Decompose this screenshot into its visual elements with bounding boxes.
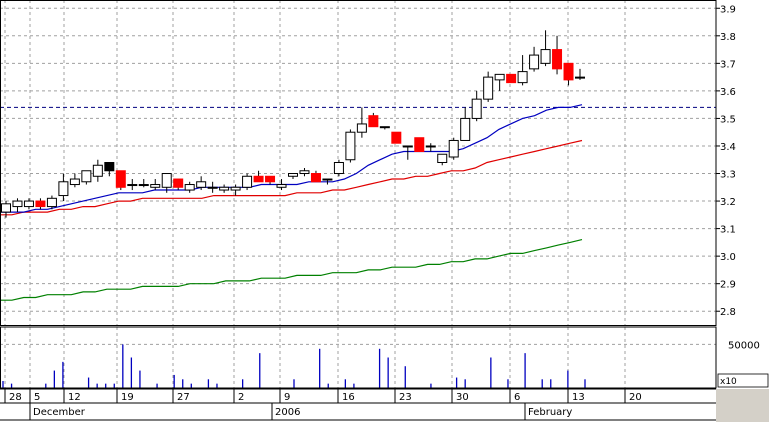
day-label: 23 <box>399 392 412 403</box>
candle-body <box>299 170 310 175</box>
time-axis: 28 5 12 19 27 2 9 16 23 30 6 13 20 December 2006 Februa… <box>4 389 642 420</box>
price-tick-label: 3.4 <box>720 142 736 153</box>
candle-body <box>322 178 333 181</box>
moving-averages <box>0 104 583 301</box>
day-label: 9 <box>284 392 290 403</box>
candle-body <box>402 145 413 148</box>
candle-body <box>150 184 161 188</box>
candle-body <box>230 186 241 191</box>
price-tick-label: 3.2 <box>720 197 736 208</box>
day-label: 28 <box>9 392 22 403</box>
candle-body <box>196 181 207 188</box>
ma-fast-line <box>0 104 583 213</box>
volume-multiplier-box <box>717 373 769 388</box>
candle-body <box>173 178 184 188</box>
candle-body <box>356 123 367 133</box>
corner-box <box>716 389 769 422</box>
day-label: 30 <box>456 392 469 403</box>
price-tick-label: 3.7 <box>720 59 736 70</box>
candle-body <box>138 184 149 187</box>
candle-body <box>276 184 287 188</box>
candle-body <box>379 126 390 129</box>
candle-body <box>448 139 459 158</box>
candle-body <box>552 49 563 70</box>
candle-body <box>425 145 436 148</box>
candle-body <box>81 170 92 183</box>
ma-mid-line <box>0 139 583 216</box>
candle-body <box>414 137 425 152</box>
day-label: 2 <box>238 392 244 403</box>
candle-body <box>575 76 585 79</box>
candle-body <box>104 162 115 172</box>
candle-body <box>184 184 195 191</box>
day-label: 16 <box>342 392 355 403</box>
month-label: December <box>33 407 86 418</box>
candle-body <box>517 71 528 84</box>
candle-body <box>310 173 321 183</box>
chart-grid <box>0 0 716 388</box>
month-label: 2006 <box>275 407 300 418</box>
volume-bars <box>2 344 586 388</box>
price-tick-label: 3.1 <box>720 225 736 236</box>
day-label: 19 <box>121 392 134 403</box>
candle-body <box>345 131 356 161</box>
candle-body <box>1 203 11 213</box>
candle-body <box>12 200 23 208</box>
candle-body <box>23 200 34 208</box>
candle-body <box>460 117 471 141</box>
candle-body <box>115 170 126 188</box>
candle-body <box>288 173 298 177</box>
candle-body <box>494 73 505 81</box>
day-label: 12 <box>68 392 81 403</box>
candle-body <box>58 181 69 197</box>
candle-body <box>563 62 574 81</box>
candle-body <box>368 115 379 128</box>
price-tick-label: 2.9 <box>720 280 736 291</box>
price-panel-border <box>0 0 717 326</box>
volume-panel-border <box>0 326 717 389</box>
candle-body <box>161 173 172 188</box>
day-label: 6 <box>514 392 520 403</box>
day-label: 20 <box>629 392 642 403</box>
candle-body <box>242 175 253 188</box>
candle-body <box>207 186 218 189</box>
candle-body <box>333 162 344 175</box>
price-axis: 2.8 2.9 3.0 3.1 3.2 3.3 3.4 3.5 3.6 3.7 3.8 3.9 <box>716 4 736 318</box>
candle-body <box>540 49 551 64</box>
candle-body <box>506 73 517 84</box>
candle-body <box>127 184 138 187</box>
candle-body <box>219 186 230 191</box>
price-tick-label: 3.6 <box>720 87 736 98</box>
candle-body <box>437 153 448 164</box>
candle-body <box>265 175 276 183</box>
ma-slow-line <box>0 239 583 301</box>
month-label: February <box>528 407 572 418</box>
day-label: 27 <box>177 392 190 403</box>
candle-body <box>35 200 46 208</box>
candle-body <box>529 54 540 70</box>
candle-body <box>391 131 402 144</box>
price-tick-label: 3.3 <box>720 170 736 181</box>
candle-body <box>46 197 57 208</box>
price-tick-label: 2.8 <box>720 307 736 318</box>
candle-body <box>483 76 494 100</box>
candle-body <box>253 175 264 183</box>
candlesticks <box>1 30 585 218</box>
price-tick-label: 3.8 <box>720 32 736 43</box>
price-tick-label: 3.5 <box>720 114 736 125</box>
candle-body <box>69 178 80 186</box>
price-tick-label: 3.0 <box>720 252 736 263</box>
candle-body <box>92 164 103 177</box>
day-label: 5 <box>34 392 40 403</box>
volume-axis-tick: 50000 <box>728 340 760 351</box>
volume-multiplier-label: x10 <box>720 377 737 387</box>
candle-body <box>471 98 482 119</box>
day-label: 13 <box>572 392 585 403</box>
price-tick-label: 3.9 <box>720 4 736 15</box>
